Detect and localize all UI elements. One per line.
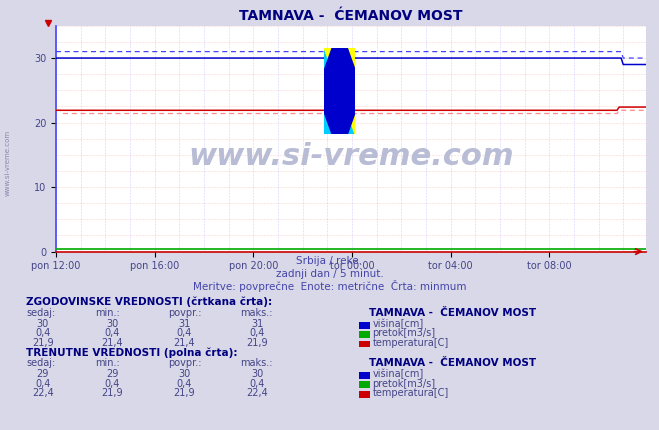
Text: višina[cm]: višina[cm]	[372, 318, 424, 329]
Text: sedaj:: sedaj:	[26, 308, 55, 318]
Text: pretok[m3/s]: pretok[m3/s]	[372, 328, 436, 338]
Text: 21,4: 21,4	[174, 338, 195, 348]
Text: 0,4: 0,4	[249, 328, 265, 338]
Text: 0,4: 0,4	[35, 378, 51, 389]
Text: višina[cm]: višina[cm]	[372, 369, 424, 379]
Polygon shape	[324, 49, 355, 134]
Text: min.:: min.:	[96, 358, 121, 369]
Text: Srbija / reke.: Srbija / reke.	[297, 256, 362, 267]
Text: temperatura[C]: temperatura[C]	[372, 338, 449, 348]
Text: 0,4: 0,4	[249, 378, 265, 389]
Text: www.si-vreme.com: www.si-vreme.com	[188, 142, 514, 171]
Text: maks.:: maks.:	[241, 308, 273, 318]
Text: povpr.:: povpr.:	[168, 308, 202, 318]
Polygon shape	[324, 49, 355, 134]
Text: sedaj:: sedaj:	[26, 358, 55, 369]
Text: 22,4: 22,4	[246, 388, 268, 398]
Text: 21,9: 21,9	[101, 388, 123, 398]
Text: TAMNAVA -  ČEMANOV MOST: TAMNAVA - ČEMANOV MOST	[369, 308, 536, 318]
Text: 21,9: 21,9	[32, 338, 53, 348]
Text: povpr.:: povpr.:	[168, 358, 202, 369]
Text: 21,9: 21,9	[174, 388, 195, 398]
Text: 31: 31	[251, 319, 263, 329]
Text: 0,4: 0,4	[177, 378, 192, 389]
Text: 29: 29	[106, 369, 118, 379]
Text: 30: 30	[251, 369, 263, 379]
Title: TAMNAVA -  ĆEMANOV MOST: TAMNAVA - ĆEMANOV MOST	[239, 9, 463, 23]
Text: min.:: min.:	[96, 308, 121, 318]
Text: TAMNAVA -  ČEMANOV MOST: TAMNAVA - ČEMANOV MOST	[369, 358, 536, 369]
Text: 30: 30	[106, 319, 118, 329]
Text: 0,4: 0,4	[35, 328, 51, 338]
Text: 30: 30	[179, 369, 190, 379]
Text: zadnji dan / 5 minut.: zadnji dan / 5 minut.	[275, 269, 384, 280]
Text: 29: 29	[37, 369, 49, 379]
Text: pretok[m3/s]: pretok[m3/s]	[372, 378, 436, 389]
Text: 31: 31	[179, 319, 190, 329]
Text: 0,4: 0,4	[177, 328, 192, 338]
Text: www.si-vreme.com: www.si-vreme.com	[5, 130, 11, 197]
Text: 0,4: 0,4	[104, 378, 120, 389]
Text: 21,4: 21,4	[101, 338, 123, 348]
Text: ZGODOVINSKE VREDNOSTI (črtkana črta):: ZGODOVINSKE VREDNOSTI (črtkana črta):	[26, 297, 272, 307]
Text: TRENUTNE VREDNOSTI (polna črta):: TRENUTNE VREDNOSTI (polna črta):	[26, 347, 238, 358]
Text: Meritve: povprečne  Enote: metrične  Črta: minmum: Meritve: povprečne Enote: metrične Črta:…	[192, 280, 467, 292]
Polygon shape	[324, 49, 355, 134]
Text: 22,4: 22,4	[32, 388, 54, 398]
Text: 30: 30	[37, 319, 49, 329]
Text: maks.:: maks.:	[241, 358, 273, 369]
Text: 21,9: 21,9	[246, 338, 268, 348]
Text: temperatura[C]: temperatura[C]	[372, 388, 449, 398]
Text: 0,4: 0,4	[104, 328, 120, 338]
